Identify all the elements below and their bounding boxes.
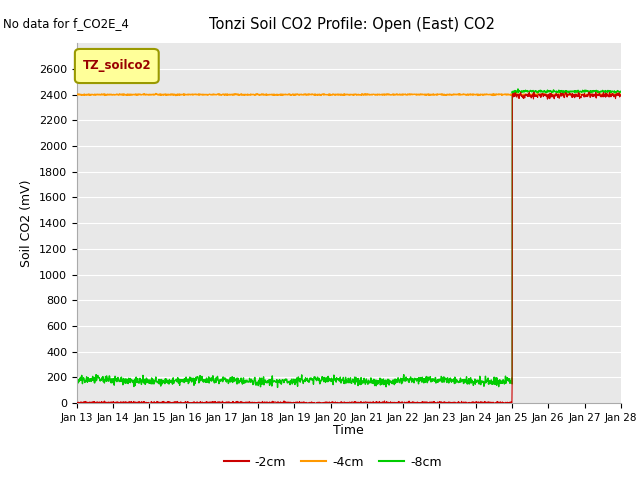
Text: Tonzi Soil CO2 Profile: Open (East) CO2: Tonzi Soil CO2 Profile: Open (East) CO2 [209,17,495,32]
Legend: -2cm, -4cm, -8cm: -2cm, -4cm, -8cm [219,451,447,474]
X-axis label: Time: Time [333,424,364,437]
Text: No data for f_CO2E_4: No data for f_CO2E_4 [3,17,129,30]
Text: TZ_soilco2: TZ_soilco2 [83,60,151,72]
Y-axis label: Soil CO2 (mV): Soil CO2 (mV) [20,180,33,267]
